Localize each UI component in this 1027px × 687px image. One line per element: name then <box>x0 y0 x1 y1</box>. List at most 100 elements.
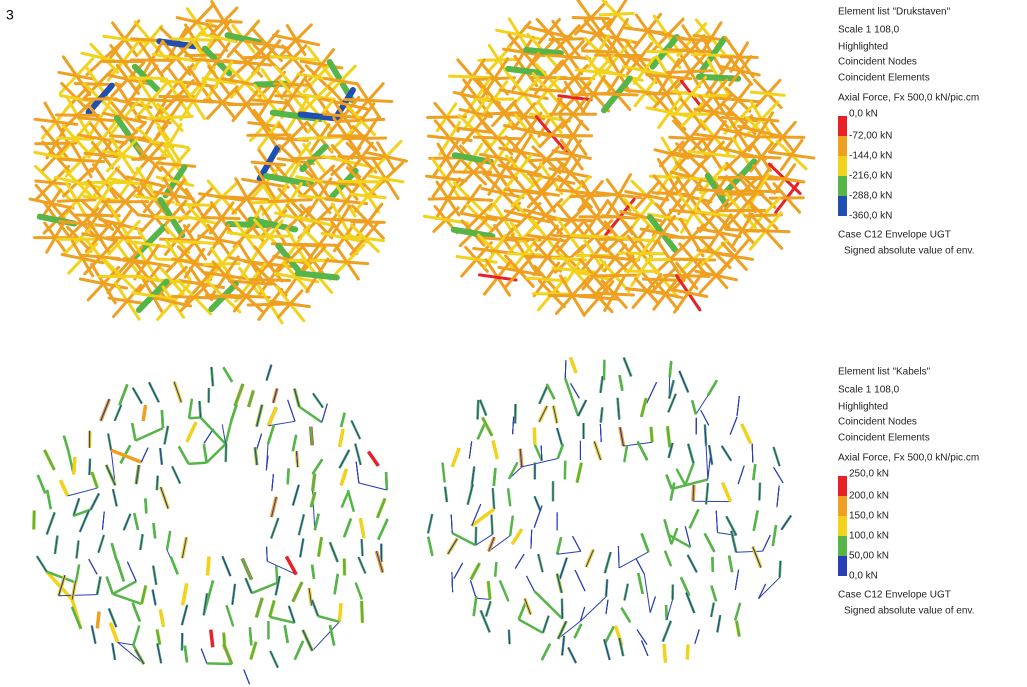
cable <box>467 484 474 505</box>
legend-swatch <box>838 156 847 176</box>
strut <box>472 135 523 141</box>
cable <box>54 535 58 554</box>
cable <box>209 629 215 648</box>
cable <box>635 558 645 575</box>
cable <box>67 487 98 497</box>
scale-label: -360,0 kN <box>849 211 892 222</box>
legend-line: Highlighted <box>838 402 888 413</box>
legend: Element list "Kabels" Scale 1 108,0 Highli… <box>838 367 979 617</box>
cable <box>605 579 608 597</box>
strut <box>131 156 167 161</box>
cable <box>189 416 201 420</box>
cable <box>557 550 581 555</box>
cable <box>101 511 105 530</box>
cable <box>725 516 737 536</box>
cable <box>636 629 648 645</box>
strut <box>667 190 713 204</box>
strut <box>741 154 782 160</box>
legend-line: Element list "Drukstaven" <box>838 7 951 18</box>
cable <box>269 615 295 625</box>
cable <box>222 643 233 665</box>
cable <box>310 564 316 579</box>
cable <box>779 560 781 578</box>
strut <box>598 11 635 17</box>
cable <box>708 445 713 465</box>
cable <box>340 492 350 508</box>
strut <box>482 172 519 180</box>
strut <box>299 93 336 101</box>
cable <box>173 381 182 403</box>
cable <box>158 609 166 628</box>
strut <box>497 265 542 277</box>
cable <box>707 457 711 480</box>
cable <box>350 420 361 440</box>
cable <box>71 457 77 475</box>
cable <box>360 600 364 623</box>
cable <box>133 512 140 531</box>
cable <box>704 424 707 446</box>
cable <box>480 610 491 633</box>
cable <box>526 575 535 592</box>
cable <box>486 581 492 600</box>
strut <box>58 219 107 228</box>
strut <box>523 46 564 57</box>
cable <box>46 512 56 535</box>
strut <box>694 187 740 194</box>
cable <box>298 514 305 536</box>
cable <box>112 580 137 596</box>
cable <box>521 458 558 468</box>
cable <box>206 662 232 666</box>
cable <box>140 447 149 463</box>
cable <box>337 428 345 448</box>
cable <box>254 447 258 466</box>
cable <box>265 444 269 471</box>
cable <box>470 507 496 528</box>
cable <box>202 444 208 463</box>
cable <box>533 590 564 620</box>
strut <box>297 242 341 247</box>
cable <box>105 464 116 486</box>
cable <box>267 560 297 575</box>
legend-case: Case C12 Envelope UGT <box>838 230 951 241</box>
cable <box>152 589 157 606</box>
cable <box>210 367 214 387</box>
strut <box>124 239 171 249</box>
cable <box>469 562 481 581</box>
legend-line: Axial Force, Fx 500,0 kN/pic.cm <box>838 93 979 104</box>
legend-line: Scale 1 108,0 <box>838 385 900 396</box>
legend-swatch <box>838 176 847 196</box>
cable <box>342 518 353 538</box>
cable <box>355 461 360 484</box>
cable <box>662 620 672 642</box>
scale-label: -216,0 kN <box>849 171 892 182</box>
cable <box>185 421 198 443</box>
strut <box>696 226 742 239</box>
cable <box>131 602 141 622</box>
cable <box>585 549 594 568</box>
strut <box>480 187 525 200</box>
cable <box>733 602 742 621</box>
cable <box>181 604 188 626</box>
cable <box>684 526 691 548</box>
cable <box>130 422 137 441</box>
cable <box>309 491 317 508</box>
cable <box>545 383 556 400</box>
cable <box>573 623 583 639</box>
strut <box>241 177 290 189</box>
scale-label: 250,0 kN <box>849 469 889 480</box>
cable <box>43 449 56 471</box>
figure-number: 3 <box>6 7 14 23</box>
strut <box>569 193 612 199</box>
cable <box>492 467 497 487</box>
cable <box>675 468 687 486</box>
strut <box>337 154 386 161</box>
cable <box>266 364 272 381</box>
strut <box>581 49 617 54</box>
cable <box>230 404 238 421</box>
cable <box>45 570 74 601</box>
cable <box>579 606 586 622</box>
strut <box>197 192 246 203</box>
cable <box>752 463 757 481</box>
cable <box>690 400 698 415</box>
strut <box>648 289 684 300</box>
